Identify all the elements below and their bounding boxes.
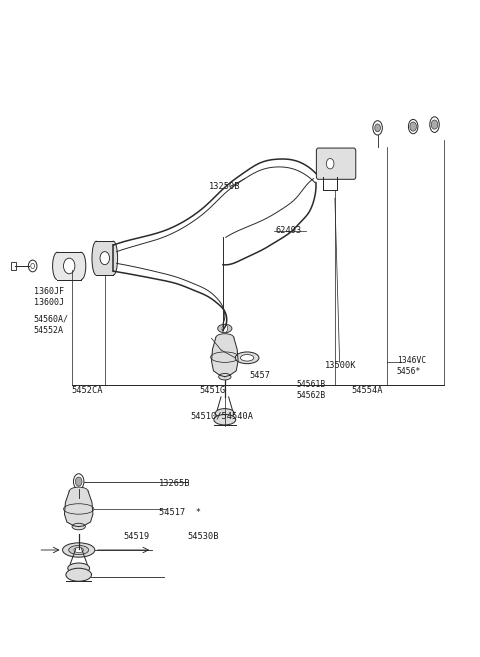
Ellipse shape: [216, 409, 234, 418]
Ellipse shape: [66, 568, 92, 581]
FancyBboxPatch shape: [316, 148, 356, 179]
Circle shape: [326, 158, 334, 169]
Ellipse shape: [69, 545, 89, 555]
Text: 54554A: 54554A: [351, 386, 383, 395]
Text: 54510/54540A: 54510/54540A: [190, 412, 253, 421]
Ellipse shape: [92, 241, 100, 275]
Ellipse shape: [214, 415, 236, 425]
Text: 54530B: 54530B: [188, 532, 219, 541]
Ellipse shape: [69, 487, 88, 495]
Text: 5452CA: 5452CA: [72, 386, 103, 395]
Ellipse shape: [430, 117, 439, 133]
Ellipse shape: [218, 325, 232, 332]
Ellipse shape: [68, 563, 90, 574]
Circle shape: [75, 477, 82, 486]
Ellipse shape: [53, 252, 62, 280]
Polygon shape: [212, 338, 238, 376]
Text: 13265B: 13265B: [159, 479, 191, 488]
Ellipse shape: [73, 474, 84, 489]
Text: 5457: 5457: [250, 371, 271, 380]
Ellipse shape: [408, 120, 418, 134]
Text: 54519: 54519: [124, 532, 150, 541]
Text: 1346VC
5456*: 1346VC 5456*: [396, 355, 426, 376]
Ellipse shape: [219, 373, 231, 380]
Ellipse shape: [74, 547, 84, 553]
Ellipse shape: [235, 352, 259, 364]
Text: 5451G: 5451G: [200, 386, 226, 395]
Ellipse shape: [240, 355, 254, 361]
Circle shape: [100, 252, 109, 265]
Text: 54517  *: 54517 *: [159, 508, 201, 516]
Ellipse shape: [62, 543, 95, 557]
Polygon shape: [64, 491, 93, 526]
Text: 54561B
54562B: 54561B 54562B: [297, 380, 326, 400]
Text: 1360JF
13600J: 1360JF 13600J: [34, 287, 64, 307]
Circle shape: [410, 122, 417, 131]
Bar: [57, 252, 81, 280]
Ellipse shape: [373, 121, 383, 135]
Bar: [96, 241, 113, 275]
Ellipse shape: [109, 241, 118, 275]
FancyBboxPatch shape: [12, 262, 16, 270]
Circle shape: [431, 120, 438, 129]
Ellipse shape: [216, 334, 234, 342]
Text: 54560A/
54552A: 54560A/ 54552A: [34, 315, 69, 334]
Text: 62493: 62493: [276, 226, 302, 235]
Circle shape: [222, 325, 228, 332]
Text: 13250B: 13250B: [209, 182, 240, 191]
Text: 13500K: 13500K: [325, 361, 357, 370]
Ellipse shape: [72, 523, 85, 530]
Circle shape: [63, 258, 75, 274]
Ellipse shape: [76, 252, 86, 280]
Circle shape: [375, 124, 381, 132]
